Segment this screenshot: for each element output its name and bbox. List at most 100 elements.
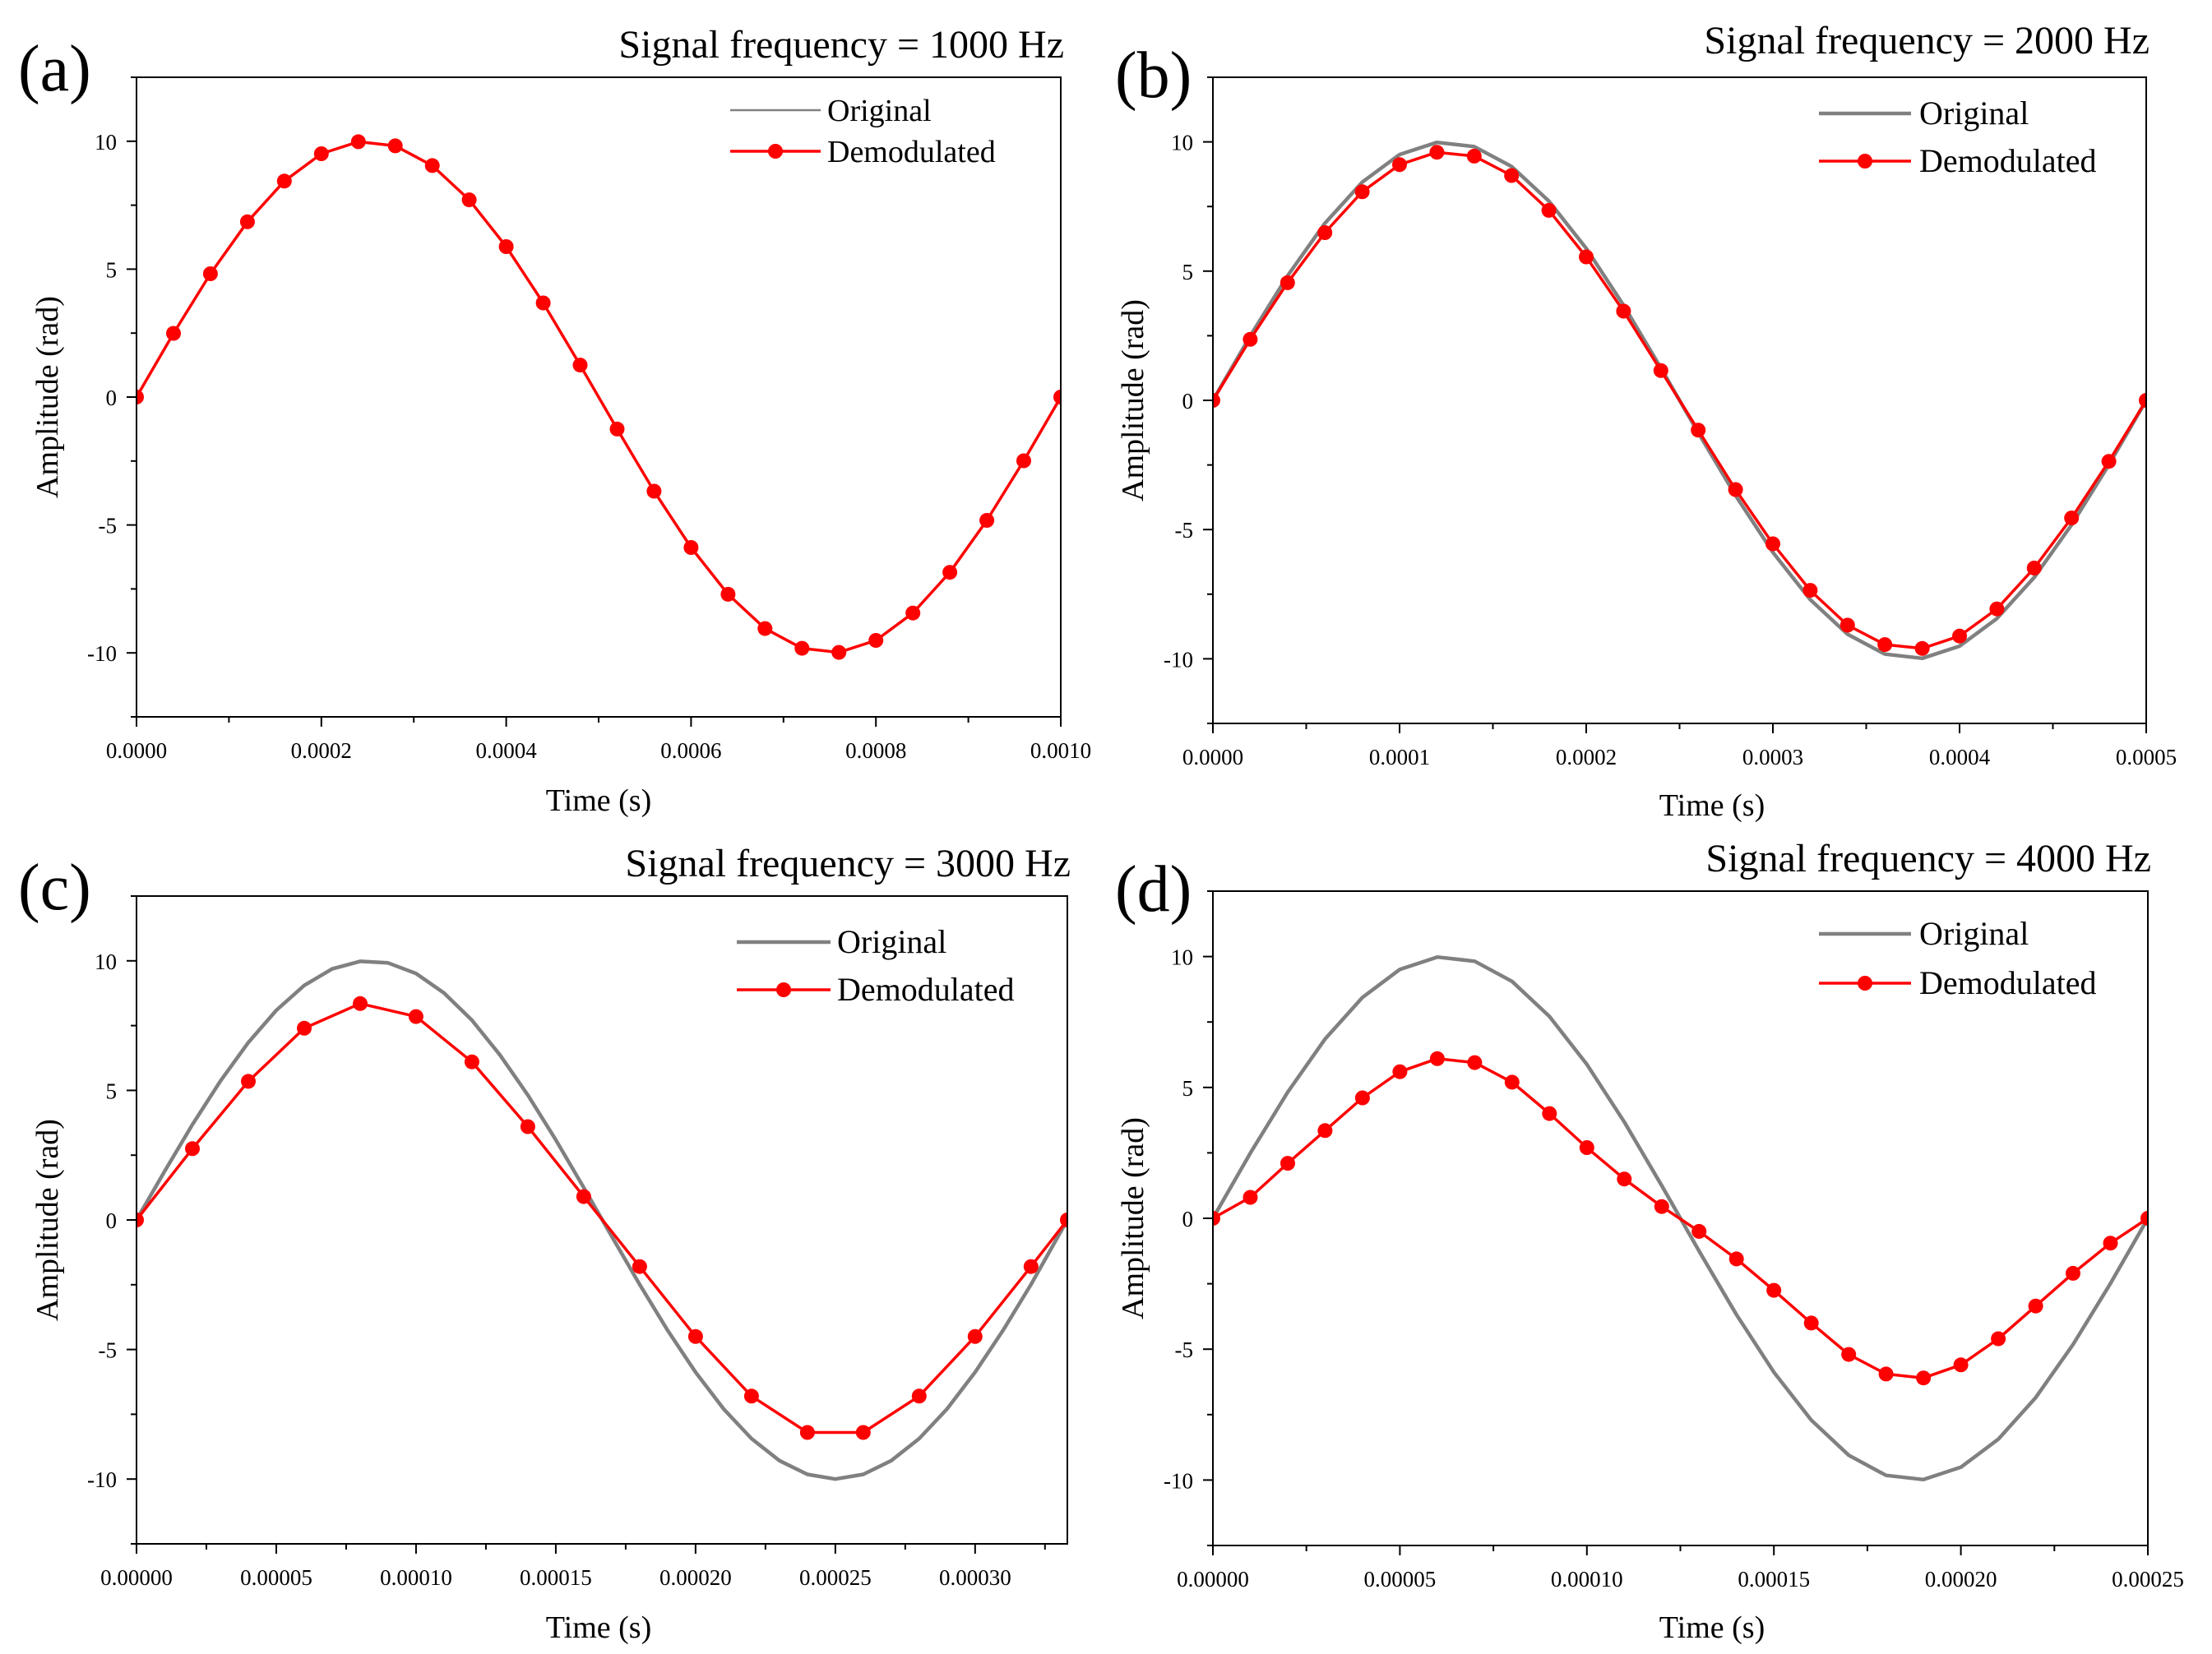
x-tick-label: 0.00010: [1551, 1567, 1623, 1592]
x-tick-label: 0.0004: [1929, 745, 1991, 769]
data-point: [1579, 249, 1594, 265]
data-point: [1243, 1190, 1258, 1205]
data-point: [241, 1074, 256, 1089]
legend-label-original: Original: [837, 923, 946, 960]
series-demodulated: [1213, 145, 2146, 656]
data-point: [1213, 1211, 1220, 1226]
data-point: [408, 1009, 423, 1024]
data-point: [387, 138, 403, 154]
x-tick-label: 0.00015: [520, 1565, 592, 1590]
data-point: [2103, 1236, 2118, 1251]
data-point: [1802, 583, 1818, 598]
y-tick-label: 10: [1171, 131, 1193, 155]
data-point: [166, 326, 181, 341]
legend-marker: [1858, 976, 1872, 991]
data-point: [905, 605, 921, 621]
data-point: [1023, 1259, 1039, 1274]
data-point: [1839, 617, 1855, 633]
data-point: [1541, 202, 1557, 218]
data-point: [1914, 640, 1930, 656]
y-tick-label: 10: [95, 949, 117, 974]
data-point: [646, 483, 662, 499]
x-tick-label: 0.0004: [475, 738, 537, 763]
x-tick-label: 0.0003: [1742, 745, 1803, 769]
legend-label-demodulated: Demodulated: [827, 135, 996, 169]
y-tick-label: -10: [1164, 1468, 1193, 1493]
data-point: [2026, 561, 2042, 575]
x-tick-label: 0.0001: [1369, 745, 1430, 769]
x-tick-label: 0.00030: [939, 1565, 1011, 1590]
data-point: [2139, 393, 2146, 408]
data-point: [535, 295, 551, 311]
x-axis-title: Time (s): [1659, 788, 1765, 823]
legend: Original Demodulated: [737, 923, 1015, 1008]
legend-label-original: Original: [1919, 915, 2029, 952]
data-point: [297, 1020, 312, 1036]
data-point: [1213, 393, 1220, 408]
x-tick-label: 0.00015: [1738, 1567, 1810, 1592]
data-point: [1952, 628, 1967, 644]
panel-title: Signal frequency = 3000 Hz: [625, 842, 1071, 885]
legend-label-original: Original: [827, 94, 932, 128]
x-tick-label: 0.0002: [291, 738, 352, 763]
x-tick-label: 0.0006: [660, 738, 721, 763]
x-tick-label: 0.0008: [845, 738, 906, 763]
data-point: [1542, 1106, 1557, 1121]
x-tick-label: 0.00000: [1177, 1567, 1249, 1592]
series-line-demodulated: [137, 140, 1061, 654]
data-point: [1504, 1074, 1520, 1090]
data-point: [1060, 1213, 1067, 1227]
data-point: [137, 390, 144, 404]
panel-title: Signal frequency = 2000 Hz: [1704, 19, 2150, 62]
legend-label-original: Original: [1919, 95, 2029, 132]
data-point: [1466, 148, 1482, 164]
data-point: [1429, 1051, 1445, 1066]
panel-d: 0.00000 0.00005 0.00010 0.00015 0.00020 0.000…: [1115, 837, 2184, 1645]
data-point: [1354, 1090, 1370, 1106]
data-point: [868, 633, 884, 648]
x-tick-label: 0.00025: [799, 1565, 872, 1590]
legend: Original Demodulated: [730, 94, 996, 169]
x-tick-label: 0.0000: [1182, 745, 1243, 769]
data-point: [831, 645, 847, 660]
y-tick-label: 10: [95, 130, 117, 155]
data-point: [202, 266, 218, 281]
data-point: [609, 421, 625, 437]
panel-label: (c): [18, 852, 91, 924]
panel-title: Signal frequency = 1000 Hz: [618, 23, 1064, 67]
y-tick-label: -5: [1175, 1338, 1194, 1362]
data-point: [313, 146, 329, 161]
data-point: [1653, 363, 1668, 378]
legend-label-demodulated: Demodulated: [1919, 142, 2097, 179]
data-point: [911, 1388, 927, 1404]
data-point: [137, 1213, 144, 1227]
panel-label: (a): [18, 33, 91, 105]
legend: Original Demodulated: [1819, 95, 2097, 179]
data-point: [1877, 637, 1893, 653]
y-tick-label: 0: [1182, 389, 1194, 414]
x-tick-label: 0.0000: [106, 738, 167, 763]
series-demodulated: [1213, 1051, 2148, 1386]
data-point: [1991, 1331, 2006, 1347]
data-point: [353, 996, 368, 1011]
data-point: [1878, 1366, 1894, 1382]
x-axis-title: Time (s): [1659, 1610, 1765, 1645]
x-tick-label: 0.0005: [2116, 745, 2177, 769]
y-axis-title: Amplitude (rad): [30, 296, 65, 498]
data-point: [967, 1328, 983, 1344]
data-point: [1728, 1251, 1744, 1267]
data-point: [1766, 1282, 1782, 1298]
data-point: [185, 1141, 200, 1157]
y-tick-label: 10: [1171, 945, 1193, 970]
data-point: [757, 621, 773, 636]
data-point: [1803, 1315, 1819, 1331]
x-tick-label: 0.00020: [1925, 1567, 1997, 1592]
data-point: [1579, 1140, 1594, 1155]
y-tick-label: -10: [87, 1467, 117, 1492]
legend-label-demodulated: Demodulated: [837, 971, 1015, 1008]
data-point: [1392, 157, 1407, 173]
y-tick-label: -5: [1175, 518, 1194, 543]
data-point: [1317, 225, 1333, 240]
data-point: [2028, 1298, 2043, 1314]
panel-label: (b): [1115, 39, 1192, 112]
